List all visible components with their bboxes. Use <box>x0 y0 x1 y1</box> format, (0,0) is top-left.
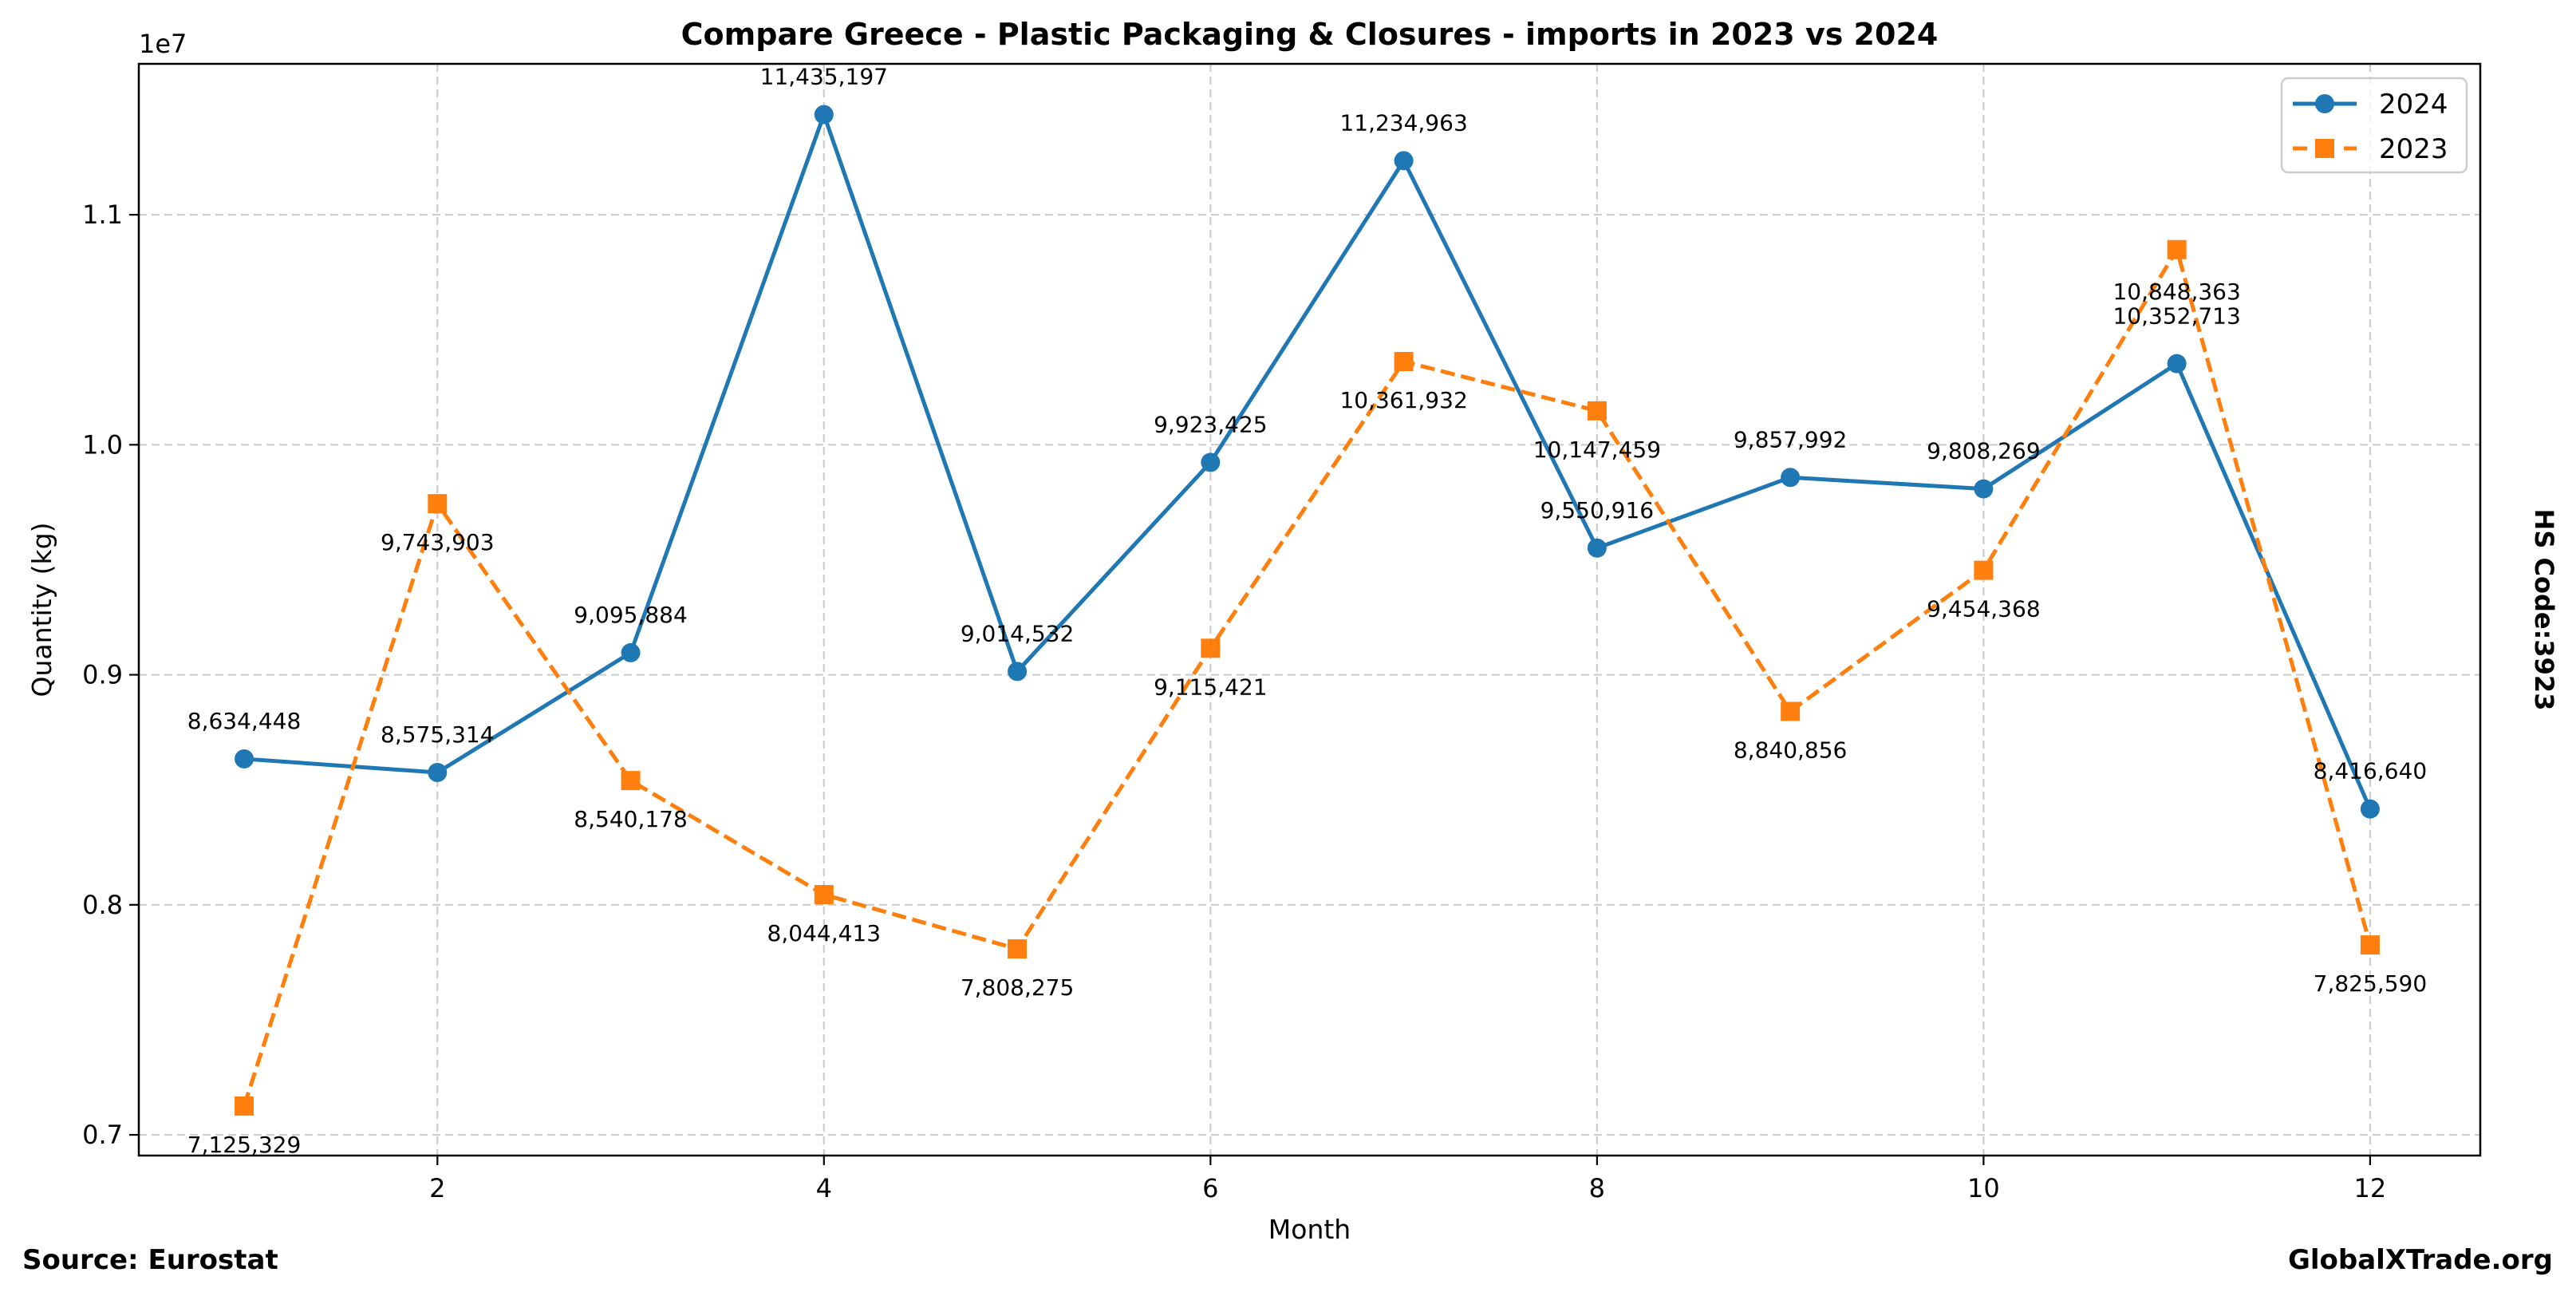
data-point-2024 <box>1587 538 1607 558</box>
data-point-2023 <box>1394 352 1414 372</box>
data-point-2024 <box>2167 354 2187 373</box>
data-point-2024 <box>621 642 641 662</box>
data-point-2024 <box>1201 452 1221 472</box>
y-tick-label: 0.9 <box>82 660 123 690</box>
series-line-2024 <box>243 113 2373 810</box>
x-tick-label: 12 <box>2354 1173 2387 1203</box>
data-label-2023: 8,540,178 <box>574 806 688 832</box>
x-tick-label: 8 <box>1589 1173 1605 1203</box>
x-axis-label: Month <box>1268 1214 1351 1245</box>
data-point-2024 <box>1974 479 1994 499</box>
data-label-2023: 9,743,903 <box>381 529 495 555</box>
axes-frame <box>137 62 2482 1157</box>
axis-ticks: 2 4 6 8 10 12 0.7 0.8 0.9 1.0 1.1 <box>82 200 2386 1203</box>
data-label-2024: 8,634,448 <box>187 708 302 734</box>
data-point-2023 <box>1201 638 1221 658</box>
legend-label-2023: 2023 <box>2379 133 2448 165</box>
series-line-2023 <box>242 247 2373 1107</box>
data-point-2024 <box>428 762 448 782</box>
data-label-2024: 11,234,963 <box>1339 109 1467 136</box>
x-tick-label: 2 <box>429 1173 445 1203</box>
source-label: Source: Eurostat <box>22 1244 278 1276</box>
data-point-2023 <box>428 494 448 514</box>
data-label-2023: 9,454,368 <box>1927 596 2041 622</box>
data-label-2023: 10,361,932 <box>1339 387 1467 413</box>
data-point-2023 <box>814 885 834 905</box>
legend-marker-2024 <box>2315 94 2334 113</box>
y-tick-label: 0.8 <box>82 890 123 920</box>
legend-label-2024: 2024 <box>2379 89 2448 121</box>
grid <box>139 64 2480 1156</box>
legend-marker-2023 <box>2315 139 2334 158</box>
data-label-2024: 9,014,532 <box>961 620 1075 646</box>
x-tick-label: 10 <box>1967 1173 2000 1203</box>
data-label-2024: 8,416,640 <box>2314 758 2428 784</box>
legend: 2024 2023 <box>2280 77 2468 174</box>
data-label-2023: 10,147,459 <box>1533 437 1661 463</box>
data-point-2024 <box>814 105 834 124</box>
hs-code-label: HS Code:3923 <box>2529 509 2559 711</box>
chart-title: Compare Greece - Plastic Packaging & Clo… <box>681 17 1939 52</box>
data-label-2024: 9,550,916 <box>1540 497 1655 524</box>
data-label-2023: 8,840,856 <box>1734 737 1848 763</box>
x-tick-label: 6 <box>1202 1173 1218 1203</box>
data-point-2023 <box>235 1096 254 1116</box>
data-label-2024: 9,857,992 <box>1734 426 1848 452</box>
data-point-2024 <box>2360 799 2380 819</box>
data-point-2024 <box>1394 151 1414 171</box>
data-label-2024: 11,435,197 <box>760 64 888 90</box>
data-label-2024: 9,923,425 <box>1154 411 1268 437</box>
data-point-2024 <box>1008 662 1028 682</box>
y-tick-label: 1.0 <box>82 429 123 460</box>
y-tick-label: 0.7 <box>82 1120 123 1150</box>
data-label-2023: 8,044,413 <box>767 920 882 946</box>
data-label-2024: 9,808,269 <box>1927 438 2041 464</box>
brand-label: GlobalXTrade.org <box>2288 1244 2553 1276</box>
data-label-2024: 9,095,884 <box>574 602 688 628</box>
data-point-2023 <box>1008 939 1028 959</box>
series-layer <box>235 105 2380 1116</box>
data-point-2023 <box>1974 560 1994 580</box>
data-point-2023 <box>1781 701 1801 721</box>
y-axis-label: Quantity (kg) <box>26 523 57 697</box>
data-label-2023: 7,808,275 <box>961 974 1075 1001</box>
data-label-2024: 8,575,314 <box>381 721 495 748</box>
data-labels: 8,634,448 8,575,314 9,095,884 11,435,197 9,0… <box>187 64 2427 1158</box>
y-offset-label: 1e7 <box>139 29 187 59</box>
data-point-2023 <box>2360 935 2380 955</box>
data-label-2023: 7,825,590 <box>2314 970 2428 997</box>
data-label-2024: 10,352,713 <box>2112 303 2240 330</box>
data-label-2023: 7,125,329 <box>187 1132 302 1158</box>
data-point-2024 <box>235 749 254 769</box>
data-point-2024 <box>1781 468 1801 488</box>
data-point-2023 <box>1587 401 1607 421</box>
data-point-2023 <box>2167 239 2187 259</box>
x-tick-label: 4 <box>816 1173 832 1203</box>
data-point-2023 <box>621 771 641 791</box>
data-label-2023: 9,115,421 <box>1154 674 1268 700</box>
data-label-2023: 10,848,363 <box>2112 279 2240 305</box>
y-tick-label: 1.1 <box>82 200 123 230</box>
